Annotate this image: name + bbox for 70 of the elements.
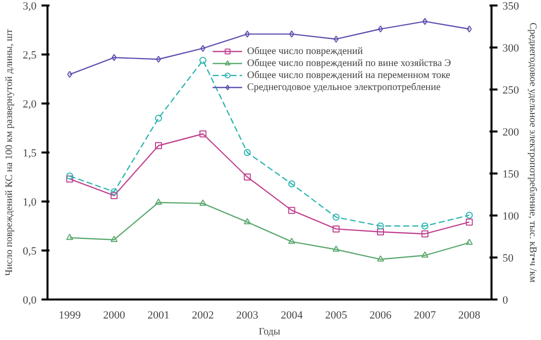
x-tick-label: 2004 bbox=[280, 310, 304, 322]
point bbox=[244, 174, 251, 180]
point bbox=[466, 26, 472, 33]
point bbox=[421, 230, 428, 238]
point bbox=[112, 54, 117, 62]
point bbox=[289, 30, 294, 38]
point bbox=[244, 149, 251, 156]
point bbox=[377, 228, 384, 236]
y2-tick-label: 350 bbox=[502, 0, 520, 12]
legend-label: Общее число повреждений bbox=[247, 45, 363, 57]
y2-tick-label: 150 bbox=[502, 168, 520, 180]
y-tick-label: 0,5 bbox=[22, 246, 37, 258]
point bbox=[288, 238, 296, 244]
point bbox=[288, 180, 296, 188]
x-tick-label: 1999 bbox=[58, 310, 82, 322]
point bbox=[422, 18, 428, 25]
x-tick-label: 2008 bbox=[458, 310, 481, 322]
x-tick-label: 2007 bbox=[414, 310, 436, 322]
y2-tick-label: 0 bbox=[502, 294, 508, 306]
point bbox=[377, 222, 384, 230]
x-tick-label: 2000 bbox=[103, 310, 126, 322]
legend-label: Среднегодовое удельное электропотребление bbox=[247, 81, 441, 93]
point bbox=[377, 255, 384, 262]
y-tick-label: 1,0 bbox=[22, 196, 37, 208]
point bbox=[332, 225, 340, 232]
point bbox=[110, 236, 118, 242]
point bbox=[66, 175, 74, 182]
point bbox=[421, 251, 428, 258]
point bbox=[66, 172, 74, 180]
x-tick-label: 2005 bbox=[325, 310, 348, 322]
point bbox=[332, 246, 340, 252]
point bbox=[466, 212, 473, 219]
point bbox=[155, 114, 162, 122]
point bbox=[334, 36, 339, 43]
point bbox=[199, 56, 206, 64]
y2-tick-label: 50 bbox=[502, 252, 514, 264]
y2-tick-label: 100 bbox=[502, 210, 520, 222]
y-tick-label: 1,5 bbox=[22, 148, 37, 160]
point bbox=[199, 199, 206, 206]
point bbox=[332, 214, 340, 221]
point bbox=[421, 222, 428, 230]
x-tick-label: 2006 bbox=[370, 310, 392, 322]
y2-tick-label: 200 bbox=[502, 126, 520, 138]
point bbox=[244, 218, 251, 224]
point bbox=[155, 198, 162, 205]
point bbox=[466, 218, 473, 226]
y-tick-label: 0,0 bbox=[22, 294, 37, 306]
x-tick-label: 2001 bbox=[148, 310, 170, 322]
point bbox=[66, 234, 74, 240]
point bbox=[288, 206, 296, 214]
point bbox=[244, 30, 250, 38]
point bbox=[110, 188, 118, 196]
point bbox=[466, 238, 473, 245]
legend-label: Общее число повреждений по вине хозяйства Э bbox=[247, 57, 451, 69]
x-tick-label: 2003 bbox=[236, 310, 259, 322]
y-tick-label: 3,0 bbox=[22, 0, 37, 12]
y2-axis-title: Среднегодовое удельное электропотребление, тыс. кВт•ч /км bbox=[527, 22, 538, 284]
y-axis-title: Число повреждений КС на 100 км развернутой длины, шт bbox=[4, 28, 15, 276]
legend-label: Общее число повреждений на переменном токе bbox=[247, 69, 450, 81]
y-tick-label: 2,0 bbox=[22, 98, 37, 110]
point bbox=[199, 130, 206, 138]
y2-tick-label: 250 bbox=[502, 84, 520, 96]
point bbox=[67, 70, 72, 78]
y-tick-label: 2,5 bbox=[22, 50, 37, 62]
point bbox=[155, 142, 162, 150]
x-axis-title: Годы bbox=[258, 326, 280, 338]
x-tick-label: 2002 bbox=[192, 310, 214, 322]
y2-tick-label: 300 bbox=[502, 42, 520, 54]
point bbox=[110, 192, 118, 200]
point bbox=[200, 44, 206, 52]
